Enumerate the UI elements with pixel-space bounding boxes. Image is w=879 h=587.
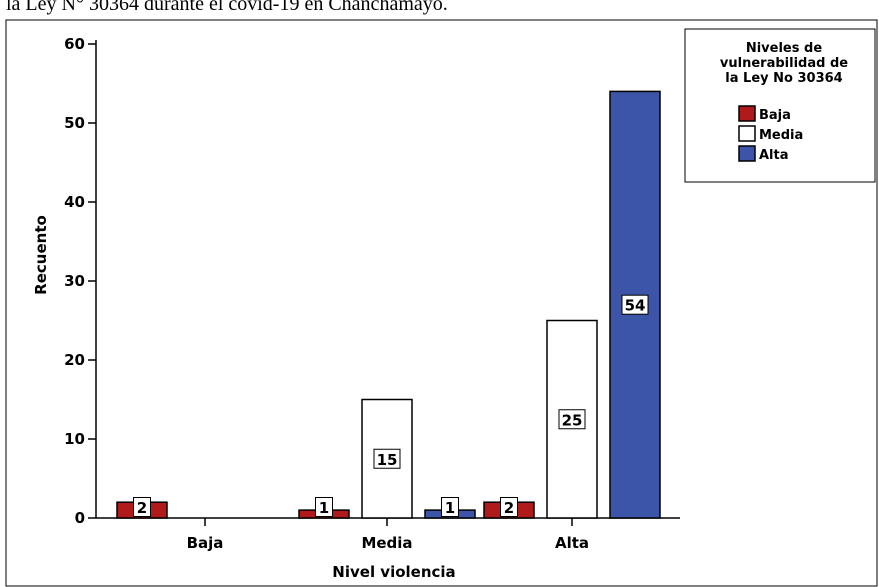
y-tick-label: 10 xyxy=(64,430,85,448)
legend-box xyxy=(684,28,876,183)
bars-group: 2 1 2 15 25 1 54 xyxy=(116,90,661,519)
legend-swatch-media xyxy=(738,125,756,142)
data-label-box xyxy=(441,497,459,517)
data-label-box xyxy=(558,409,586,430)
data-label-box xyxy=(373,448,401,469)
x-tick-label: Baja xyxy=(187,534,224,552)
legend-title-line: Niveles de xyxy=(746,41,822,56)
y-tick-label: 30 xyxy=(64,272,85,290)
legend-title-line: la Ley No 30364 xyxy=(725,71,842,86)
legend-swatch-alta xyxy=(738,145,756,162)
data-label: 2 xyxy=(504,499,514,517)
legend-entry-alta: Alta xyxy=(759,148,789,163)
legend-title-line: vulnerabilidad de xyxy=(720,56,848,71)
y-tick-label: 40 xyxy=(64,193,85,211)
y-tick-label: 20 xyxy=(64,351,85,369)
data-label: 2 xyxy=(137,499,147,517)
x-tick-label: Alta xyxy=(555,534,589,552)
data-label: 15 xyxy=(377,451,398,469)
y-axis: 0 10 20 30 40 50 60 xyxy=(64,35,97,527)
legend-swatch-baja xyxy=(738,105,756,122)
data-label-box xyxy=(621,294,649,315)
data-label: 1 xyxy=(319,499,329,517)
y-tick-label: 0 xyxy=(75,509,85,527)
data-label-box xyxy=(500,497,518,517)
legend-entry-media: Media xyxy=(759,128,803,143)
data-label: 25 xyxy=(562,411,583,429)
data-label: 54 xyxy=(625,297,646,315)
y-axis-title: Recuento xyxy=(32,215,50,295)
y-tick-label: 60 xyxy=(64,35,85,53)
data-label-box xyxy=(315,497,333,517)
legend-entry-baja: Baja xyxy=(759,108,791,123)
x-axis-title: Nivel violencia xyxy=(332,563,455,581)
figure-caption: la Ley N° 30364 durante el covid-19 en C… xyxy=(6,0,448,15)
x-tick-label: Media xyxy=(361,534,412,552)
data-label-box xyxy=(133,497,151,517)
y-tick-label: 50 xyxy=(64,114,85,132)
data-label: 1 xyxy=(445,499,455,517)
